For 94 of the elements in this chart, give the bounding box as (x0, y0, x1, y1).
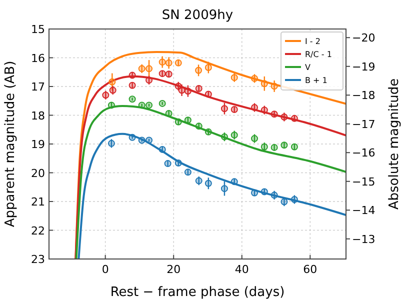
point (270, 192, 278, 199)
y-tick-label: 19 (31, 138, 45, 151)
point (158, 70, 166, 78)
point (260, 143, 268, 150)
point (230, 74, 238, 82)
point (146, 76, 153, 84)
point (128, 134, 136, 141)
legend-label: V (305, 63, 311, 72)
point (290, 196, 298, 203)
y-tick-label: 21 (31, 196, 45, 208)
point (174, 59, 182, 66)
y2-tick-label: −17 (352, 118, 376, 131)
y2-tick-label: −18 (352, 89, 376, 102)
y2-tick-label: −14 (352, 204, 376, 218)
point (174, 159, 182, 166)
point (146, 136, 153, 144)
line-series (78, 132, 346, 259)
y2-tick-label: −16 (352, 146, 376, 160)
point (220, 105, 228, 112)
point (204, 180, 212, 187)
point (108, 140, 115, 147)
y2-axis-title: Absolute magnitude (387, 78, 402, 210)
point (251, 104, 258, 111)
y2-tick-label: −15 (352, 175, 376, 188)
point (204, 128, 212, 136)
point (220, 133, 228, 140)
point (109, 86, 116, 94)
x-tick-label: 40 (234, 263, 249, 276)
y2-tick-label: −20 (352, 32, 376, 45)
point (280, 142, 288, 149)
point (195, 122, 202, 130)
point (174, 118, 182, 126)
y-axis-title: Apparent magnitude (AB) (3, 60, 18, 228)
point (108, 78, 116, 86)
point (220, 185, 228, 192)
point (102, 92, 110, 99)
y-tick-label: 22 (31, 224, 45, 238)
point (230, 132, 238, 139)
y-tick-label: 16 (31, 52, 45, 65)
point (195, 177, 202, 184)
point (164, 160, 172, 168)
chart-title: SN 2009hy (162, 8, 234, 23)
y-tick-label: 17 (31, 80, 45, 94)
y-tick-label: 15 (31, 23, 45, 36)
x-tick-label: 60 (303, 263, 318, 276)
point (165, 110, 172, 118)
point (108, 102, 115, 109)
point (260, 106, 268, 114)
point (270, 144, 278, 151)
point (280, 198, 288, 206)
point (184, 168, 192, 176)
point (158, 146, 166, 153)
point (146, 102, 153, 109)
point (138, 136, 146, 144)
legend-label: R/C - 1 (305, 50, 332, 59)
point (165, 70, 172, 78)
x-tick-label: 0 (102, 263, 109, 276)
y-tick-label: 18 (31, 109, 45, 122)
y-tick-label: 20 (31, 166, 45, 180)
point (146, 65, 153, 72)
point (230, 178, 238, 186)
x-axis-title: Rest − frame phase (days) (110, 285, 285, 300)
point (260, 188, 268, 196)
point (204, 64, 212, 72)
point (260, 80, 268, 88)
point (128, 82, 136, 89)
point (128, 96, 136, 103)
point (251, 189, 258, 196)
point (290, 143, 298, 150)
legend-label: I - 2 (305, 37, 320, 46)
point (251, 74, 258, 82)
point (138, 65, 146, 72)
point (270, 110, 278, 118)
point (158, 100, 166, 107)
legend-label: B + 1 (305, 76, 328, 85)
point (230, 106, 238, 113)
point (165, 59, 172, 66)
point (204, 90, 212, 98)
point (270, 82, 278, 90)
x-tick-label: 20 (166, 263, 181, 276)
y2-tick-label: −19 (352, 60, 376, 74)
point (184, 116, 192, 124)
point (290, 114, 298, 122)
point (184, 88, 192, 95)
point (138, 102, 146, 109)
point (128, 72, 136, 79)
point (178, 86, 186, 94)
point (195, 66, 202, 74)
point (195, 85, 202, 92)
point (251, 135, 258, 142)
y-tick-label: 23 (31, 253, 45, 266)
y2-tick-label: −13 (352, 232, 376, 246)
point (158, 58, 166, 66)
point (280, 113, 288, 120)
